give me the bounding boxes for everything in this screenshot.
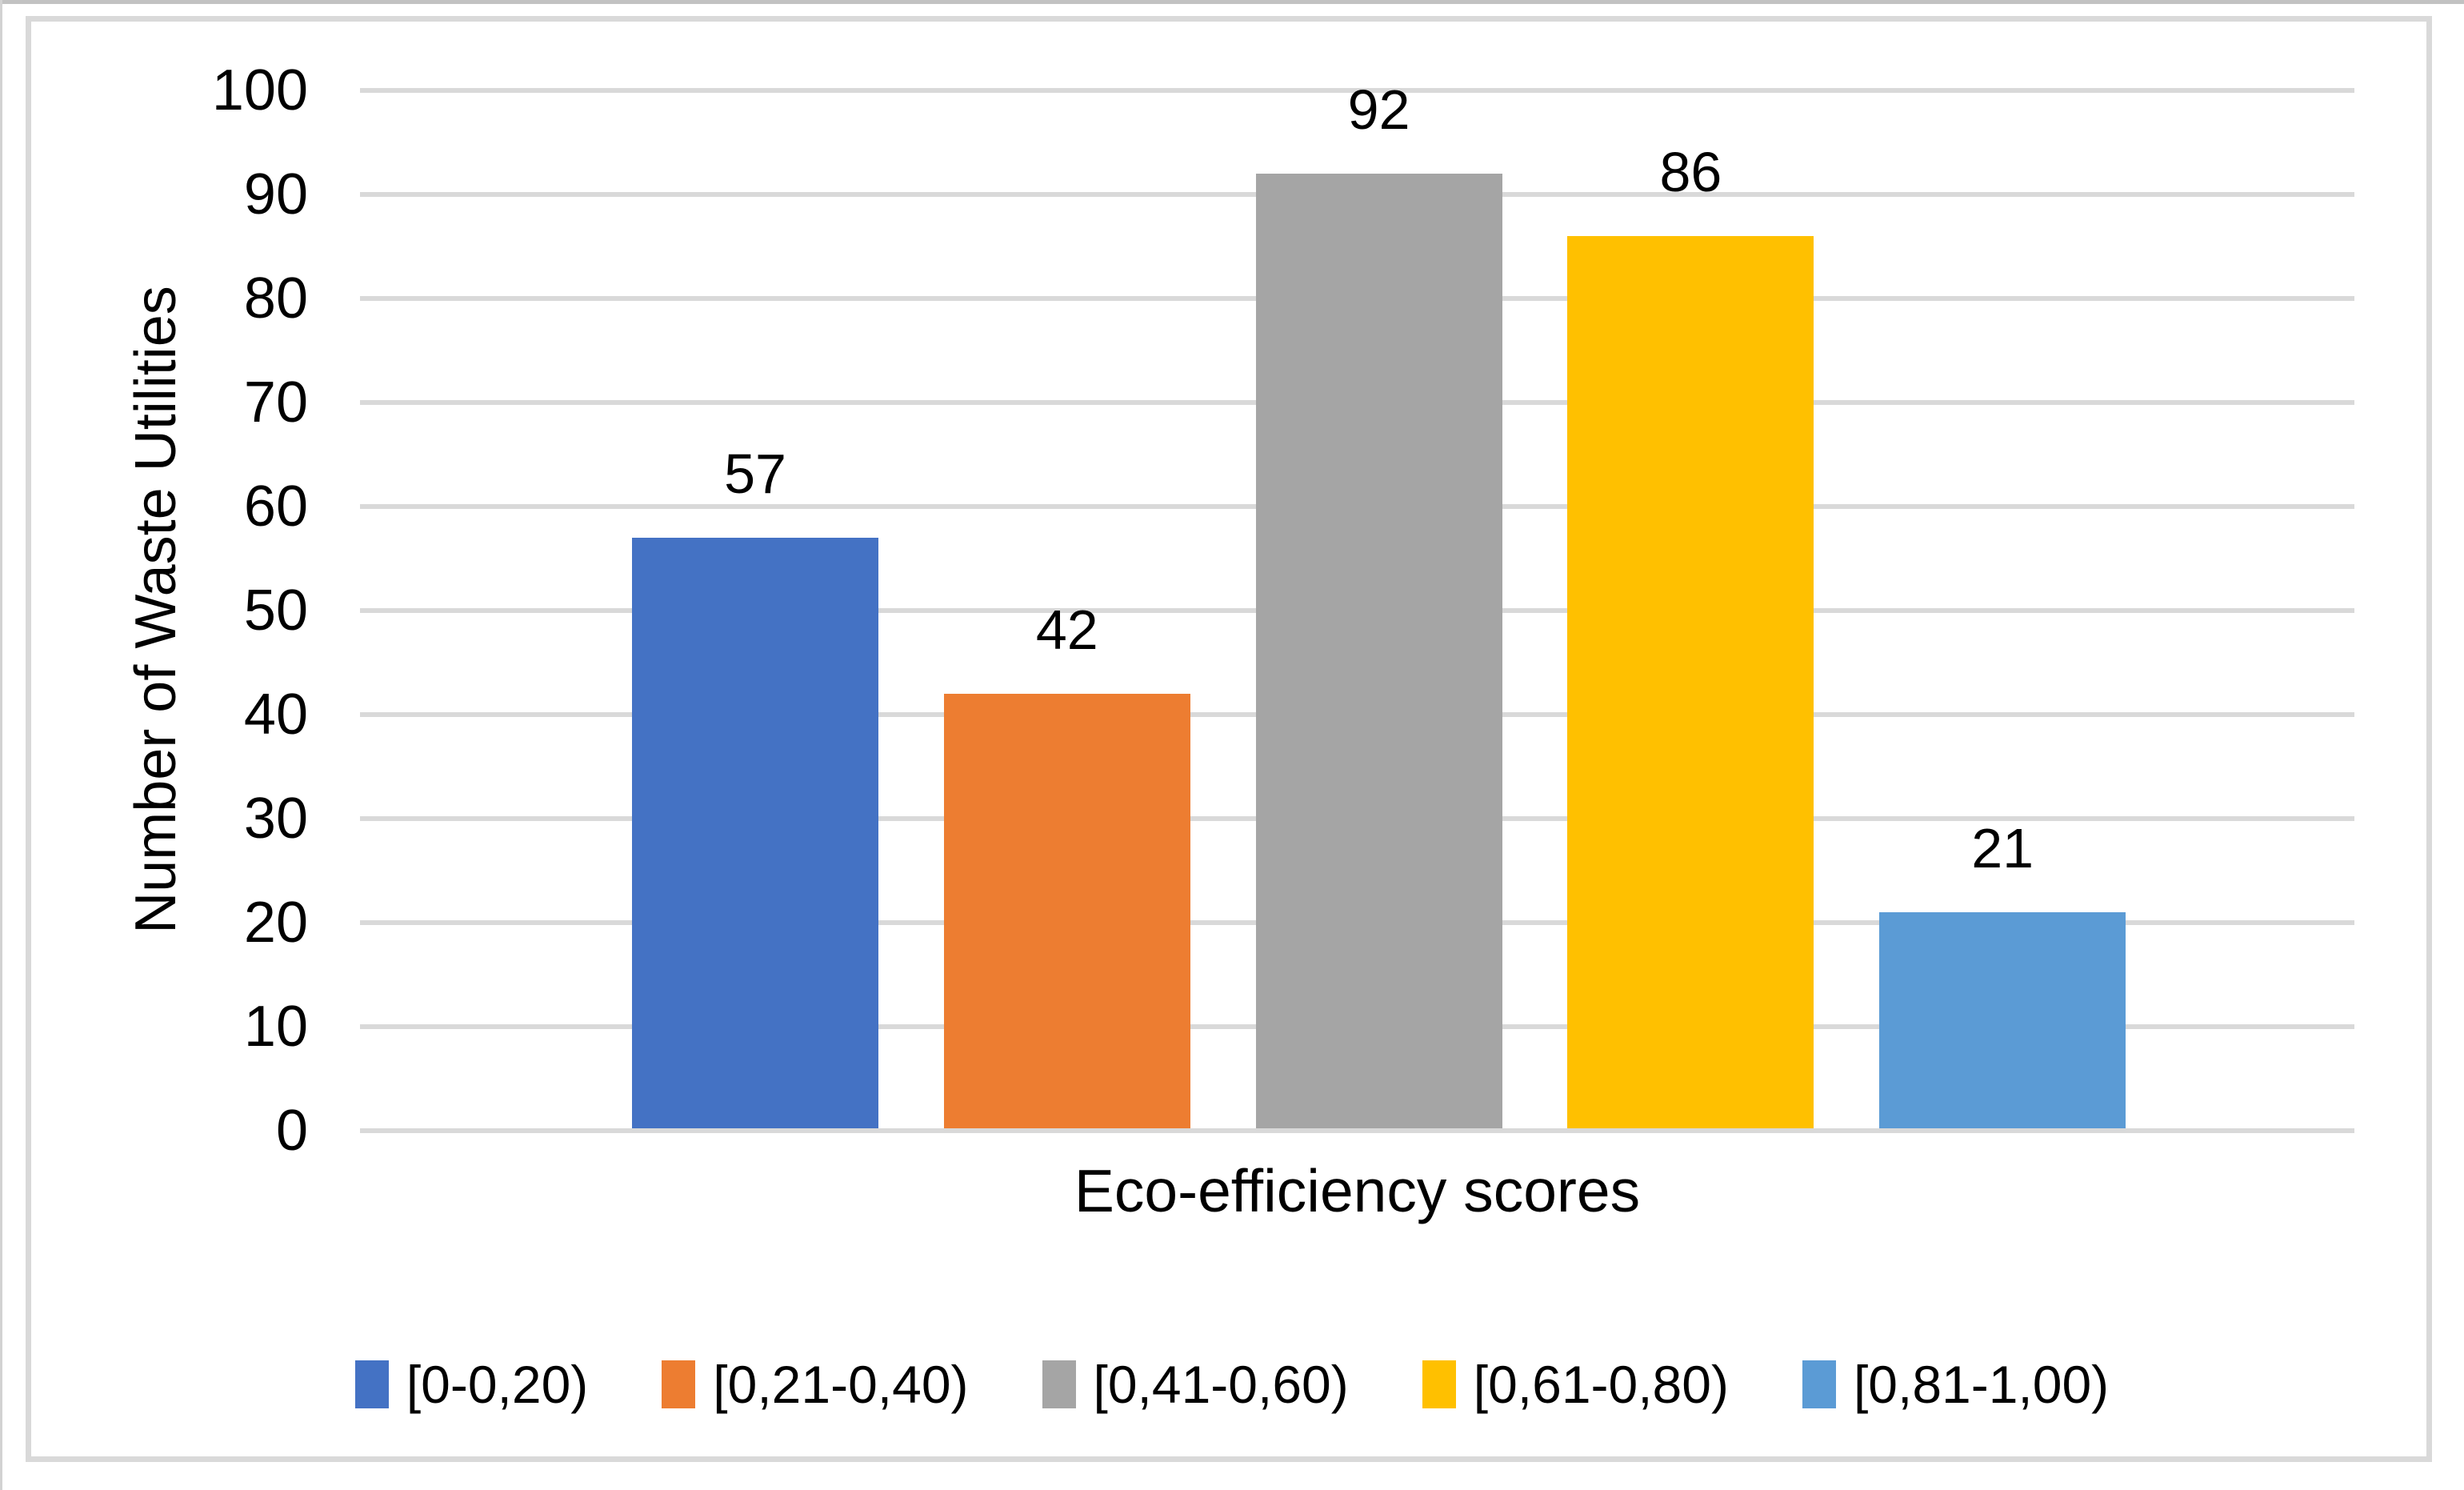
legend-item-[0,41-0,60): [0,41-0,60) [1042,1354,1349,1415]
y-tick-label-60: 60 [243,475,308,539]
y-tick-label-30: 30 [243,787,308,851]
y-tick-label-100: 100 [211,58,308,122]
chart-outer-border [26,16,2432,1462]
legend-label: [0,21-0,40) [713,1355,969,1414]
bar-[0-0,20) [632,538,878,1128]
screenshot-left-edge [0,0,2,1490]
bar-[0,21-0,40) [943,694,1190,1128]
legend-marker-icon [1802,1360,1836,1408]
y-tick-label-10: 10 [243,995,308,1059]
gridline-y100 [360,88,2354,93]
legend-label: [0,81-1,00) [1853,1355,2110,1414]
data-label-[0-0,20): 57 [724,443,786,505]
legend-marker-icon [1422,1360,1456,1408]
data-label-[0,21-0,40): 42 [1035,599,1098,661]
x-axis-title: Eco-efficiency scores [1074,1157,1641,1224]
gridline-y0 [360,1128,2354,1133]
legend-item-[0-0,20): [0-0,20) [354,1354,589,1415]
bar-[0,61-0,80) [1567,236,1814,1128]
legend-label: [0,61-0,80) [1473,1355,1729,1414]
legend-item-[0,61-0,80): [0,61-0,80) [1422,1354,1729,1415]
legend-marker-icon [354,1360,389,1408]
legend: [0-0,20) [0,21-0,40) [0,41-0,60) [0,61-0,80… [0,1352,2464,1416]
bar-[0,41-0,60) [1255,174,1502,1128]
legend-item-[0,81-1,00): [0,81-1,00) [1802,1354,2109,1415]
y-axis-title: Number of Waste Utilities [124,286,188,934]
data-label-[0,61-0,80): 86 [1659,141,1722,203]
bar-[0,81-1,00) [1879,912,2126,1128]
legend-label: [0,41-0,60) [1093,1355,1349,1414]
y-tick-label-90: 90 [243,162,308,226]
legend-item-[0,21-0,40): [0,21-0,40) [662,1354,969,1415]
y-tick-label-80: 80 [243,266,308,330]
data-label-[0,81-1,00): 21 [1971,817,2034,879]
screenshot-top-edge [0,0,2464,4]
y-tick-label-50: 50 [243,579,308,643]
legend-marker-icon [662,1360,696,1408]
y-tick-label-0: 0 [275,1099,308,1163]
y-tick-label-20: 20 [243,891,308,955]
data-label-[0,41-0,60): 92 [1347,78,1410,141]
y-tick-label-70: 70 [243,370,308,435]
legend-marker-icon [1042,1360,1076,1408]
legend-label: [0-0,20) [406,1355,589,1414]
y-tick-label-40: 40 [243,683,308,747]
